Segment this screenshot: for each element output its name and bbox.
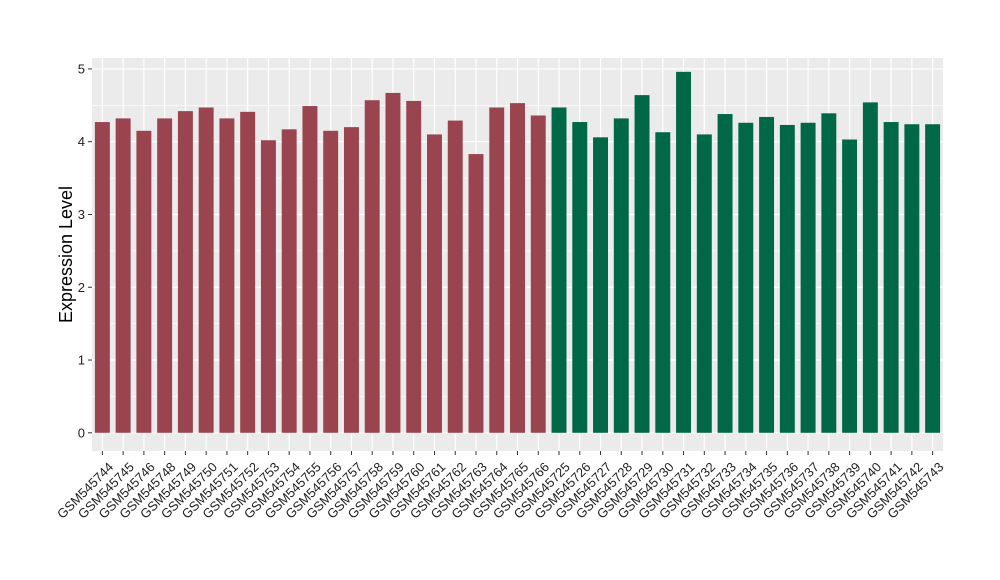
bar-GSM545742 (904, 124, 920, 433)
bar-GSM545765 (510, 103, 525, 433)
bar-GSM545727 (593, 137, 608, 433)
bar-GSM545761 (427, 134, 442, 433)
bar-GSM545751 (219, 118, 235, 433)
bar-GSM545728 (613, 118, 629, 433)
bar-GSM545756 (323, 130, 339, 433)
y-tick-label: 3 (78, 207, 85, 222)
bar-GSM545741 (883, 122, 899, 433)
bar-GSM545766 (530, 115, 546, 433)
bar-GSM545763 (468, 154, 484, 433)
bar-GSM545762 (447, 120, 463, 433)
bar-GSM545740 (862, 102, 878, 433)
bar-GSM545732 (696, 134, 712, 433)
bar-GSM545737 (800, 122, 816, 433)
y-axis-title: Expression Level (56, 186, 76, 323)
bar-GSM545746 (136, 130, 152, 433)
bar-GSM545752 (240, 111, 256, 433)
bar-GSM545750 (198, 107, 214, 433)
bar-GSM545758 (364, 100, 380, 433)
bar-GSM545755 (302, 106, 318, 433)
bar-GSM545734 (738, 122, 754, 433)
y-tick-label: 4 (78, 134, 85, 149)
y-tick-label: 5 (78, 61, 85, 76)
bar-GSM545759 (385, 92, 401, 433)
y-tick-label: 1 (78, 353, 85, 368)
y-axis: 0 1 2 3 4 5 (78, 61, 92, 440)
bar-GSM545749 (177, 111, 193, 433)
y-tick-label: 0 (78, 425, 85, 440)
bar-GSM545753 (260, 140, 276, 433)
bar-GSM545764 (489, 107, 505, 433)
bar-GSM545745 (115, 118, 131, 433)
bar-GSM545730 (655, 132, 671, 433)
bar-GSM545726 (572, 122, 588, 433)
bar-GSM545731 (676, 71, 692, 433)
bar-GSM545736 (779, 124, 795, 433)
bar-GSM545748 (157, 118, 173, 433)
bar-GSM545739 (842, 139, 858, 433)
x-axis: GSM545744GSM545745GSM545746GSM545748GSM5… (54, 451, 947, 522)
bar-GSM545733 (717, 114, 733, 433)
bars (94, 71, 941, 433)
bar-GSM545738 (821, 113, 837, 433)
bar-GSM545754 (281, 129, 297, 433)
bar-GSM545729 (634, 95, 650, 433)
bar-GSM545744 (94, 122, 110, 433)
bar-GSM545743 (925, 124, 941, 433)
bar-GSM545725 (551, 107, 567, 433)
bar-GSM545735 (759, 116, 775, 433)
bar-GSM545757 (343, 127, 359, 433)
y-tick-label: 2 (78, 280, 85, 295)
bar-GSM545760 (406, 100, 422, 433)
